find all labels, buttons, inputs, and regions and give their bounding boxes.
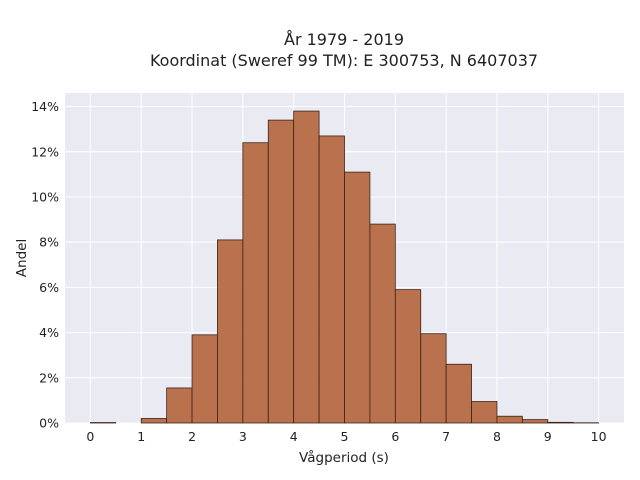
x-tick-label-6: 6: [391, 429, 399, 444]
bar-8: [293, 110, 320, 424]
bar-18: [547, 421, 574, 424]
bars-group: [90, 110, 599, 424]
bar-17: [521, 419, 549, 424]
bar-11: [369, 223, 396, 424]
y-tick-label-0: 0%: [39, 416, 59, 431]
bar-13: [420, 333, 447, 424]
y-tick-label-1: 2%: [39, 370, 59, 385]
x-tick-label-8: 8: [493, 429, 501, 444]
y-tick-label-7: 14%: [31, 99, 59, 114]
bar-14: [445, 363, 472, 424]
y-axis-label: Andel: [14, 239, 30, 277]
x-axis-label: Vågperiod (s): [299, 449, 389, 466]
chart-title-line2: Koordinat (Sweref 99 TM): E 300753, N 64…: [150, 51, 538, 70]
x-tick-labels: 0 1 2 3 4 5 6 7 8 9 10: [86, 429, 606, 444]
bar-6: [242, 142, 269, 424]
bar-9: [318, 135, 345, 424]
x-tick-label-4: 4: [290, 429, 298, 444]
x-tick-label-5: 5: [341, 429, 349, 444]
x-tick-label-9: 9: [544, 429, 552, 444]
bar-12: [394, 289, 422, 424]
x-tick-label-10: 10: [591, 429, 607, 444]
chart-title-line1: År 1979 - 2019: [284, 30, 404, 49]
y-tick-labels: 0% 2% 4% 6% 8% 10% 12% 14%: [31, 99, 59, 430]
bar-16: [496, 415, 523, 424]
bar-3: [166, 387, 193, 424]
y-tick-label-2: 4%: [39, 325, 59, 340]
x-tick-label-3: 3: [239, 429, 247, 444]
y-tick-label-3: 6%: [39, 280, 59, 295]
bar-2: [140, 418, 168, 424]
x-tick-label-0: 0: [86, 429, 94, 444]
bar-7: [267, 119, 295, 424]
x-tick-label-2: 2: [188, 429, 196, 444]
bar-15: [471, 401, 498, 424]
y-tick-label-5: 10%: [31, 189, 59, 204]
bar-10: [344, 171, 371, 424]
y-tick-label-4: 8%: [39, 235, 59, 250]
bar-5: [217, 239, 244, 424]
x-tick-label-7: 7: [442, 429, 450, 444]
x-tick-label-1: 1: [137, 429, 145, 444]
bar-4: [191, 334, 218, 424]
y-tick-label-6: 12%: [31, 144, 59, 159]
